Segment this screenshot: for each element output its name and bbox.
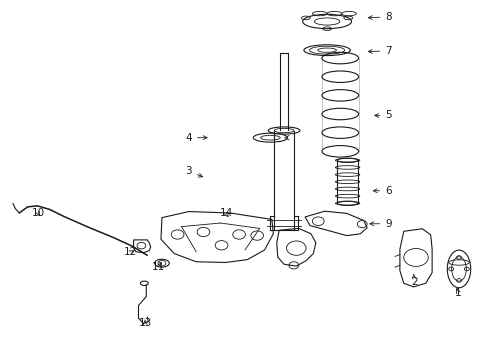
Text: 4: 4 xyxy=(185,133,207,143)
Text: 11: 11 xyxy=(152,262,166,272)
Text: 7: 7 xyxy=(368,46,392,56)
Text: 3: 3 xyxy=(185,166,202,177)
Text: 10: 10 xyxy=(31,208,45,218)
Text: 1: 1 xyxy=(455,288,462,298)
Text: 2: 2 xyxy=(411,274,418,287)
Text: 9: 9 xyxy=(370,219,392,229)
Text: 12: 12 xyxy=(124,247,137,257)
Text: 6: 6 xyxy=(373,186,392,196)
Text: 5: 5 xyxy=(375,111,392,121)
Text: 8: 8 xyxy=(368,12,392,22)
Text: 13: 13 xyxy=(139,318,152,328)
Text: 14: 14 xyxy=(220,208,233,218)
